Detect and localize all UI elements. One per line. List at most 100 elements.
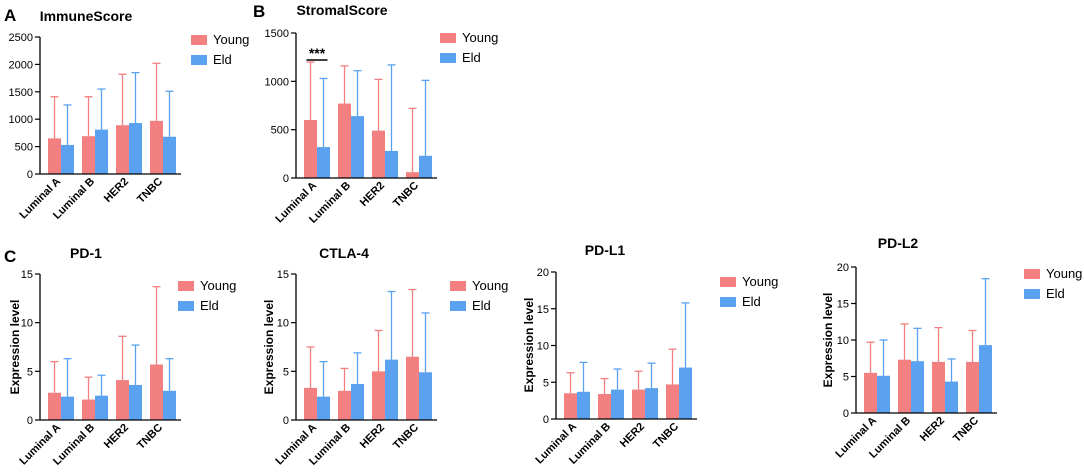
legend-swatch-young xyxy=(440,33,456,43)
bar-eld-her2 xyxy=(129,123,142,174)
bar-eld-luminal-b xyxy=(351,383,364,420)
y-tick-label: 15 xyxy=(537,304,549,316)
chart-title: PD-L2 xyxy=(878,235,919,251)
bar-eld-her2 xyxy=(945,381,958,413)
legend-swatch-young xyxy=(1024,269,1040,279)
bar-young-her2 xyxy=(372,130,385,178)
legend-swatch-eld xyxy=(440,53,456,63)
bar-eld-tnbc xyxy=(163,136,176,174)
legend-swatch-eld xyxy=(191,55,207,65)
legend-swatch-eld xyxy=(178,301,194,311)
bar-eld-luminal-b xyxy=(611,389,624,419)
x-tick-label: TNBC xyxy=(651,421,681,451)
bar-young-luminal-b xyxy=(338,390,351,420)
y-tick-label: 20 xyxy=(537,267,549,279)
x-tick-label: TNBC xyxy=(391,422,421,452)
significance-label: *** xyxy=(309,45,326,61)
chart-title: ImmuneScore xyxy=(40,8,133,24)
y-tick-label: 1000 xyxy=(265,76,289,88)
bar-young-luminal-a xyxy=(864,372,877,413)
bar-young-luminal-b xyxy=(898,359,911,413)
y-axis-title: Expression level xyxy=(522,298,536,393)
y-tick-label: 0 xyxy=(283,173,289,185)
bar-young-her2 xyxy=(372,371,385,420)
y-tick-label: 0 xyxy=(27,415,33,427)
y-tick-label: 0 xyxy=(543,414,549,426)
chart-title: CTLA-4 xyxy=(319,245,369,261)
y-tick-label: 5 xyxy=(543,377,549,389)
legend: Young Eld xyxy=(450,278,508,313)
y-tick-label: 15 xyxy=(837,299,849,311)
panel-letter: A xyxy=(4,6,16,25)
y-tick-label: 500 xyxy=(15,142,33,154)
bar-eld-her2 xyxy=(385,359,398,420)
bar-young-luminal-b xyxy=(598,394,611,419)
legend-label-eld: Eld xyxy=(200,298,219,313)
y-tick-label: 0 xyxy=(843,408,849,420)
bar-young-luminal-b xyxy=(82,399,95,420)
bar-eld-tnbc xyxy=(419,155,432,178)
bar-eld-luminal-b xyxy=(95,395,108,420)
y-tick-label: 20 xyxy=(837,262,849,274)
y-tick-label: 2000 xyxy=(9,59,33,71)
y-tick-label: 10 xyxy=(21,318,33,330)
bar-eld-luminal-a xyxy=(317,147,330,178)
legend-swatch-young xyxy=(450,281,466,291)
x-tick-label: TNBC xyxy=(391,180,421,210)
bar-young-her2 xyxy=(932,361,945,413)
bar-eld-her2 xyxy=(385,150,398,178)
legend-label-young: Young xyxy=(213,32,249,47)
bar-eld-her2 xyxy=(645,388,658,419)
bar-eld-tnbc xyxy=(419,372,432,420)
x-tick-label: HER2 xyxy=(618,421,647,450)
bar-eld-tnbc xyxy=(163,390,176,420)
bar-young-luminal-a xyxy=(304,387,317,420)
bar-young-luminal-b xyxy=(82,136,95,174)
x-tick-label: HER2 xyxy=(358,180,387,209)
legend-swatch-eld xyxy=(450,301,466,311)
bar-young-tnbc xyxy=(666,384,679,419)
y-tick-label: 1500 xyxy=(9,87,33,99)
legend-label-eld: Eld xyxy=(742,294,761,309)
bar-young-luminal-a xyxy=(564,393,577,419)
y-tick-label: 10 xyxy=(537,341,549,353)
y-tick-label: 15 xyxy=(21,269,33,281)
legend: Young Eld xyxy=(720,274,778,309)
bar-eld-luminal-a xyxy=(61,144,74,174)
bar-eld-luminal-a xyxy=(877,375,890,413)
bar-young-luminal-a xyxy=(48,138,61,174)
bar-eld-luminal-b xyxy=(351,116,364,178)
y-axis-title: Expression level xyxy=(262,300,276,395)
legend: Young Eld xyxy=(178,278,236,313)
legend-label-young: Young xyxy=(472,278,508,293)
y-tick-label: 1500 xyxy=(265,28,289,40)
y-tick-label: 500 xyxy=(271,125,289,137)
legend-label-eld: Eld xyxy=(213,52,232,67)
legend: Young Eld xyxy=(191,32,249,67)
bar-eld-luminal-a xyxy=(317,396,330,420)
legend-label-eld: Eld xyxy=(472,298,491,313)
bar-young-luminal-b xyxy=(338,103,351,178)
legend-swatch-young xyxy=(720,277,736,287)
y-tick-label: 2500 xyxy=(9,32,33,44)
y-tick-label: 1000 xyxy=(9,114,33,126)
chart-title: StromalScore xyxy=(296,2,387,18)
bar-eld-tnbc xyxy=(979,345,992,413)
y-tick-label: 10 xyxy=(277,318,289,330)
panel-letter: B xyxy=(253,2,265,21)
bar-young-tnbc xyxy=(966,361,979,413)
legend-swatch-young xyxy=(178,281,194,291)
bar-eld-luminal-a xyxy=(61,396,74,420)
y-axis-title: Expression level xyxy=(8,300,22,395)
chart-title: PD-L1 xyxy=(585,242,626,258)
legend-label-eld: Eld xyxy=(1046,286,1065,301)
x-tick-label: TNBC xyxy=(951,415,981,445)
bar-young-tnbc xyxy=(150,364,163,420)
x-tick-label: HER2 xyxy=(358,422,387,451)
legend-label-young: Young xyxy=(1046,266,1082,281)
